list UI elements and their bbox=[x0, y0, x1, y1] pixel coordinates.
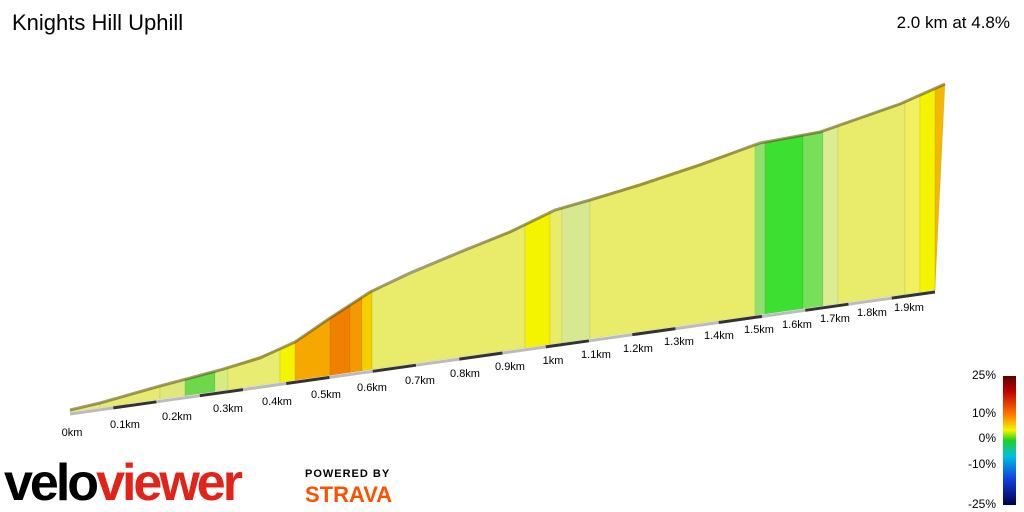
base-segment bbox=[113, 400, 157, 410]
base-segment bbox=[242, 382, 287, 392]
gradient-band bbox=[904, 94, 921, 295]
legend: 25% 10% 0% -10% -25% bbox=[968, 368, 996, 511]
gradient-band bbox=[361, 290, 373, 372]
base-segment bbox=[459, 351, 503, 361]
distance-label: 1.5km bbox=[744, 324, 774, 336]
distance-label: 0.5km bbox=[311, 389, 341, 401]
base-segment bbox=[718, 314, 763, 324]
distance-label: 0.3km bbox=[213, 403, 243, 415]
gradient-band bbox=[919, 88, 936, 293]
gradient-band bbox=[294, 317, 331, 381]
gradient-band bbox=[561, 199, 591, 343]
base-segment bbox=[415, 357, 460, 367]
distance-label: 0.7km bbox=[405, 375, 435, 387]
distance-label: 0.9km bbox=[495, 361, 525, 373]
base-segment bbox=[891, 290, 936, 300]
legend-label: 10% bbox=[972, 406, 996, 420]
base-segment bbox=[502, 345, 546, 355]
legend-bar bbox=[1003, 376, 1016, 505]
base-segment bbox=[199, 388, 244, 398]
distance-label: 0.4km bbox=[262, 396, 292, 408]
base-segment bbox=[372, 363, 417, 373]
distance-label: 1.4km bbox=[704, 330, 734, 342]
base-segment bbox=[156, 394, 200, 404]
distance-label: 1.9km bbox=[894, 302, 924, 314]
base-segment bbox=[69, 406, 114, 416]
gradient-band bbox=[754, 141, 766, 316]
distance-label: 1km bbox=[543, 355, 564, 367]
gradient-band bbox=[549, 207, 563, 345]
distance-label: 1.6km bbox=[782, 319, 812, 331]
distance-labels: 0km 0.1km 0.2km 0.3km 0.4km 0.5km 0.6km 0.7km 0.… bbox=[62, 302, 924, 439]
title: Knights Hill Uphill bbox=[12, 10, 183, 35]
gradient-band bbox=[837, 101, 906, 304]
legend-label: 0% bbox=[979, 431, 997, 445]
gradient-band bbox=[349, 296, 363, 373]
distance-label: 1.7km bbox=[820, 313, 850, 325]
distance-label: 1.8km bbox=[857, 307, 887, 319]
gradient-band bbox=[934, 83, 946, 291]
base-segment bbox=[675, 321, 719, 331]
distance-label: 0.6km bbox=[357, 382, 387, 394]
distance-label: 0km bbox=[62, 427, 83, 439]
legend-label: -25% bbox=[968, 497, 996, 511]
powered-by: POWERED BY bbox=[305, 468, 390, 480]
base-segment bbox=[632, 327, 676, 337]
base-segment bbox=[848, 296, 892, 306]
gradient-band bbox=[371, 224, 526, 370]
base-segment bbox=[286, 375, 330, 385]
ridge bbox=[69, 82, 946, 412]
base-segment bbox=[805, 302, 849, 312]
distance-label: 1.1km bbox=[581, 349, 611, 361]
base-segment bbox=[545, 339, 590, 349]
elevation-profile bbox=[69, 82, 946, 416]
base-segment bbox=[588, 333, 633, 343]
logo-velo: velo bbox=[4, 454, 97, 512]
gradient-band bbox=[227, 348, 281, 391]
distance-label: 0.2km bbox=[162, 411, 192, 423]
gradient-band bbox=[822, 125, 839, 307]
strava-logo: STRAVA bbox=[305, 482, 392, 507]
gradient-band bbox=[764, 134, 804, 315]
legend-label: 25% bbox=[972, 368, 996, 382]
base-segment bbox=[761, 308, 806, 318]
distance-label: 1.2km bbox=[623, 343, 653, 355]
gradient-band bbox=[802, 130, 824, 309]
distance-label: 0.1km bbox=[110, 419, 140, 431]
distance-label: 1.3km bbox=[664, 336, 694, 348]
summary: 2.0 km at 4.8% bbox=[897, 13, 1010, 32]
logo-viewer: viewer bbox=[96, 454, 243, 512]
gradient-band bbox=[524, 212, 551, 349]
base-segment bbox=[329, 369, 373, 379]
legend-label: -10% bbox=[968, 457, 996, 471]
logo: veloviewer bbox=[4, 454, 243, 512]
distance-label: 0.8km bbox=[450, 368, 480, 380]
